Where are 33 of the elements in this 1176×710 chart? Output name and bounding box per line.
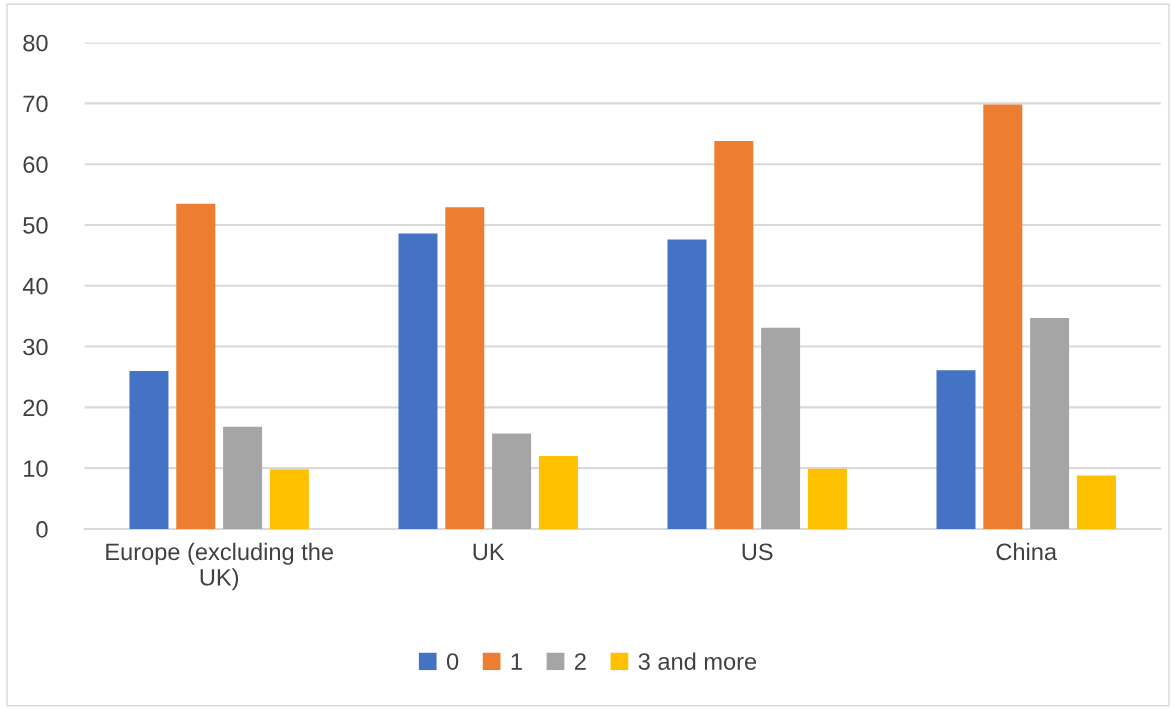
legend-label: 3 and more <box>638 652 757 670</box>
x-tick-label: UK <box>473 543 505 561</box>
bar <box>538 456 578 529</box>
bar <box>492 433 532 529</box>
y-tick-label: 30 <box>23 338 48 356</box>
y-tick-label: 60 <box>23 156 48 173</box>
bar <box>761 327 801 529</box>
bar <box>445 207 485 529</box>
y-tick-label: 20 <box>23 399 48 417</box>
y-tick-label: 80 <box>23 34 48 52</box>
y-tick-label: 40 <box>22 277 48 295</box>
bar <box>129 370 169 529</box>
legend-label: 2 <box>575 653 586 670</box>
bar <box>714 141 754 529</box>
bar <box>983 104 1023 529</box>
bar <box>176 203 216 529</box>
bar <box>398 233 438 529</box>
bar <box>223 426 263 529</box>
legend-label: 0 <box>446 653 459 670</box>
bar <box>936 370 976 529</box>
y-tick-label: 0 <box>36 521 48 538</box>
bar <box>667 239 707 529</box>
x-tick-label: Europe (excluding the UK) <box>106 542 333 591</box>
y-tick-label: 10 <box>24 460 48 477</box>
bar <box>1076 475 1116 529</box>
bar <box>1030 318 1070 529</box>
y-tick-label: 50 <box>23 217 48 234</box>
x-tick-label: US <box>742 543 773 561</box>
y-tick-label: 70 <box>23 95 48 113</box>
bar <box>269 469 309 529</box>
x-tick-label: China <box>996 542 1058 561</box>
legend-label: 1 <box>511 653 522 670</box>
bar <box>807 468 847 529</box>
